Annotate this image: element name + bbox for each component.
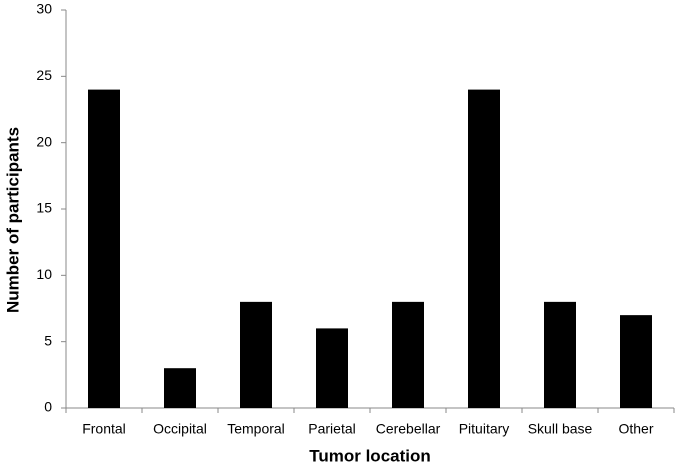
bar [544,301,576,408]
bar [468,89,500,408]
x-tick-label: Temporal [227,421,285,437]
y-tick-label: 30 [36,1,52,17]
y-tick-label: 0 [44,399,52,415]
bar [316,328,348,408]
y-tick-label: 5 [44,332,52,348]
x-tick-label: Parietal [308,421,355,437]
x-tick-label: Pituitary [459,421,510,437]
bar [392,301,424,408]
bar [88,89,120,408]
x-axis-title: Tumor location [309,446,431,465]
y-axis-title: Number of participants [3,127,22,313]
y-tick-label: 25 [36,67,52,83]
x-tick-label: Occipital [153,421,207,437]
y-tick-label: 20 [36,133,52,149]
y-tick-label: 15 [36,200,52,216]
bar [164,368,196,408]
x-tick-label: Cerebellar [376,421,441,437]
x-tick-label: Frontal [82,421,126,437]
bar [620,315,652,408]
x-tick-label: Skull base [528,421,593,437]
x-tick-label: Other [618,421,653,437]
y-tick-label: 10 [36,266,52,282]
bar [240,301,272,408]
